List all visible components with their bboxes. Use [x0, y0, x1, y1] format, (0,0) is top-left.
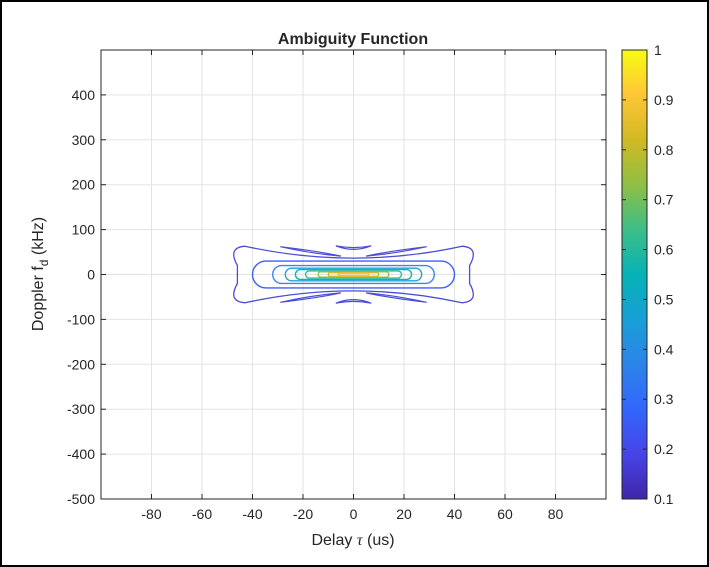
x-tick-label: 20 [396, 506, 412, 522]
colorbar [621, 49, 648, 500]
contour-0.1-side-lobe [365, 292, 427, 303]
colorbar-tick-label: 0.9 [654, 92, 674, 108]
contour-0.5 [294, 268, 413, 281]
contour-0.1-outer [233, 245, 474, 304]
y-tick-label: 300 [72, 132, 96, 148]
y-tick-label: 0 [87, 267, 95, 283]
y-tick-label: -100 [67, 311, 95, 327]
y-tick-label: 100 [72, 222, 96, 238]
colorbar-tick-label: 0.1 [654, 491, 674, 507]
x-tick-label: 40 [447, 506, 463, 522]
contour-0.2 [251, 260, 456, 289]
x-tick-label: 0 [350, 506, 358, 522]
y-tick-label: -400 [67, 446, 95, 462]
contour-0.3 [272, 264, 436, 285]
colorbar-tick-label: 0.3 [654, 391, 674, 407]
colorbar-tick-label: 0.5 [654, 291, 674, 307]
contour-0.1-side-lobe [280, 246, 342, 257]
chart-title: Ambiguity Function [278, 31, 428, 48]
x-axis-label: Delay τ (us) [311, 532, 394, 549]
colorbar-tick-label: 1 [654, 42, 662, 58]
colorbar-tick-label: 0.6 [654, 242, 674, 258]
x-tick-label: -80 [141, 506, 161, 522]
colorbar-tick-label: 0.4 [654, 341, 674, 357]
contour-0.9 [337, 272, 370, 277]
x-tick-label: -20 [293, 506, 313, 522]
y-tick-label: -300 [67, 401, 95, 417]
contour-0.1-side-lobe [365, 246, 427, 257]
x-axis: -80 -60 -40 -20 0 20 40 60 80 [141, 50, 563, 522]
contour-0.1-chevron [335, 299, 372, 304]
colorbar-ticks: 0.1 0.2 0.3 0.4 0.5 0.6 0.7 0.8 0.9 1 [622, 42, 674, 507]
y-tick-label: -200 [67, 356, 95, 372]
contour-0.6 [304, 270, 403, 279]
y-tick-label: 200 [72, 177, 96, 193]
x-tick-label: 60 [497, 506, 513, 522]
colorbar-tick-label: 0.2 [654, 441, 674, 457]
x-tick-label: -60 [192, 506, 212, 522]
y-axis-label: Doppler fd (kHz) [30, 217, 51, 331]
contour-0.7 [317, 271, 390, 278]
y-tick-label: 400 [72, 87, 96, 103]
x-tick-label: -40 [242, 506, 262, 522]
colorbar-tick-label: 0.8 [654, 142, 674, 158]
contour-layer [233, 245, 474, 304]
contour-0.1-side-lobe [280, 292, 342, 303]
y-axis: -500 -400 -300 -200 -100 0 100 200 300 400 [67, 87, 606, 507]
x-tick-label: 80 [548, 506, 564, 522]
contour-0.4 [284, 267, 423, 282]
y-tick-label: -500 [67, 491, 95, 507]
colorbar-tick-label: 0.7 [654, 192, 674, 208]
contour-0.1-chevron [335, 245, 372, 250]
